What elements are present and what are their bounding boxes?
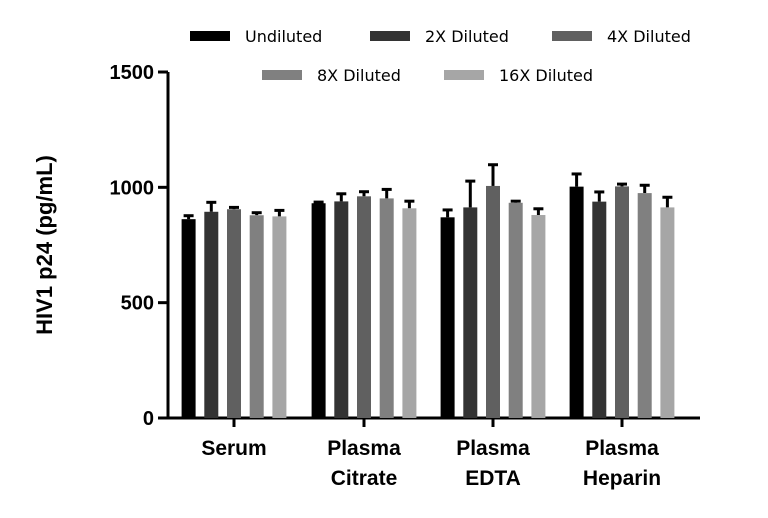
legend-swatch bbox=[262, 70, 302, 80]
bar bbox=[463, 207, 478, 418]
bar bbox=[227, 209, 241, 418]
bar bbox=[334, 201, 349, 418]
bar bbox=[311, 203, 326, 418]
x-tick-label: EDTA bbox=[465, 467, 521, 490]
bar bbox=[402, 208, 417, 418]
y-tick-label: 500 bbox=[121, 293, 154, 315]
bar bbox=[204, 211, 219, 418]
x-tick-label: Plasma bbox=[327, 437, 401, 460]
x-tick-label: Plasma bbox=[585, 437, 659, 460]
bars bbox=[181, 163, 675, 418]
legend-label: 8X Diluted bbox=[317, 66, 401, 85]
legend-swatch bbox=[370, 31, 410, 41]
bar bbox=[272, 216, 287, 418]
y-tick-label: 1000 bbox=[110, 177, 155, 199]
bar bbox=[615, 186, 629, 418]
bar bbox=[531, 215, 546, 418]
x-tick-label: Citrate bbox=[331, 467, 398, 490]
x-axis: Serum Plasma Citrate Plasma EDTA Plasma Hepari… bbox=[168, 416, 700, 490]
bar bbox=[508, 202, 523, 418]
y-tick-label: 1500 bbox=[110, 62, 155, 84]
x-tick-label: Serum bbox=[201, 437, 266, 460]
bar bbox=[569, 186, 584, 418]
bar bbox=[249, 215, 264, 418]
legend-swatch bbox=[190, 31, 230, 41]
y-axis: 0 500 1000 1500 bbox=[110, 62, 170, 430]
legend-label: Undiluted bbox=[245, 27, 322, 46]
x-tick-label: Heparin bbox=[583, 467, 661, 490]
bar bbox=[486, 185, 500, 418]
bar bbox=[357, 196, 371, 418]
bar bbox=[379, 198, 394, 418]
bar bbox=[592, 201, 607, 418]
legend: Undiluted 2X Diluted 4X Diluted 8X Diluted 1… bbox=[190, 27, 691, 85]
x-tick-label: Plasma bbox=[456, 437, 530, 460]
legend-swatch bbox=[444, 70, 484, 80]
y-axis-label: HIV1 p24 (pg/mL) bbox=[32, 155, 57, 335]
bar bbox=[440, 217, 455, 418]
legend-label: 2X Diluted bbox=[425, 27, 509, 46]
legend-label: 16X Diluted bbox=[499, 66, 593, 85]
bar bbox=[637, 193, 652, 418]
legend-swatch bbox=[552, 31, 592, 41]
legend-label: 4X Diluted bbox=[607, 27, 691, 46]
y-tick-label: 0 bbox=[143, 408, 154, 430]
bar bbox=[181, 219, 196, 418]
bar bbox=[660, 207, 675, 418]
